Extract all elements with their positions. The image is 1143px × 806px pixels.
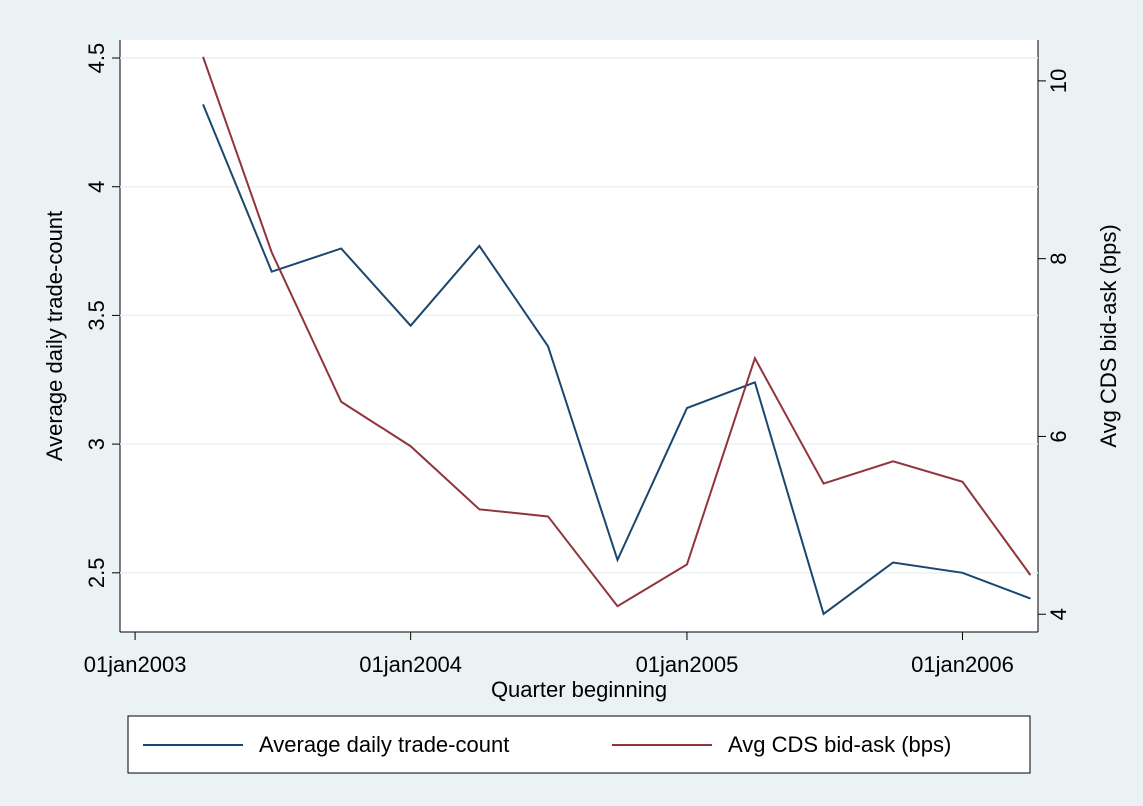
x-tick-label: 01jan2005 — [636, 652, 739, 677]
x-tick-label: 01jan2006 — [911, 652, 1014, 677]
legend-label: Avg CDS bid-ask (bps) — [728, 732, 951, 757]
series-line — [202, 56, 1032, 608]
y-tick-label: 3 — [84, 438, 109, 450]
plot-area — [120, 40, 1038, 632]
y-tick-label: 4 — [84, 181, 109, 193]
y2-tick-label: 6 — [1046, 430, 1071, 442]
y-axis-label: Average daily trade-count — [42, 211, 67, 461]
x-tick-label: 01jan2003 — [84, 652, 187, 677]
y2-tick-label: 4 — [1046, 608, 1071, 620]
y2-axis-label: Avg CDS bid-ask (bps) — [1096, 224, 1121, 447]
x-tick-label: 01jan2004 — [359, 652, 462, 677]
series-line — [202, 103, 1031, 616]
y-tick-label: 2.5 — [84, 558, 109, 589]
y2-tick-label: 10 — [1046, 69, 1071, 93]
legend-label: Average daily trade-count — [259, 732, 509, 757]
x-axis-label: Quarter beginning — [491, 677, 667, 702]
y-tick-label: 4.5 — [84, 43, 109, 74]
y2-tick-label: 8 — [1046, 253, 1071, 265]
legend — [127, 715, 1031, 774]
y-tick-label: 3.5 — [84, 300, 109, 331]
